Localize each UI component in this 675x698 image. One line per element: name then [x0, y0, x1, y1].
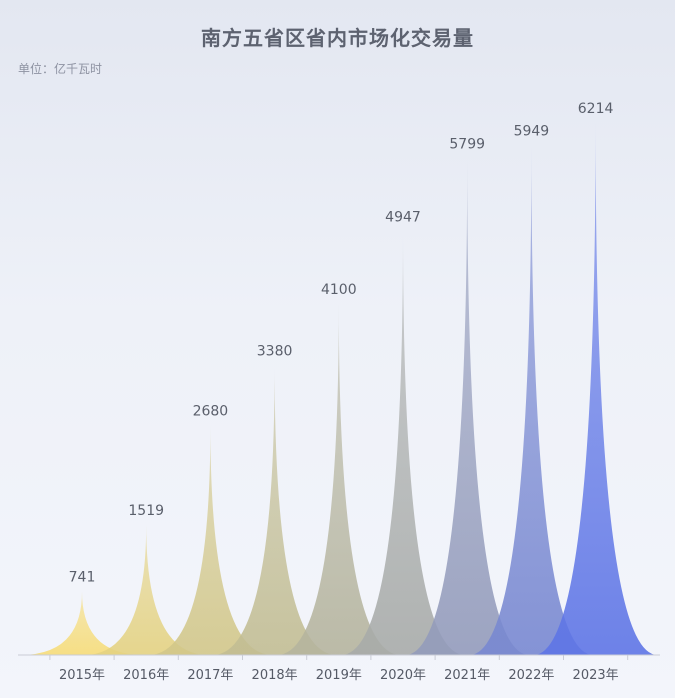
data-label: 5949 — [514, 124, 550, 140]
spike-bar-2018年 — [212, 365, 337, 655]
spike-bar-2017年 — [148, 425, 273, 655]
data-label: 1519 — [128, 503, 164, 519]
spike-bar-2021年 — [405, 158, 530, 655]
data-label: 3380 — [257, 344, 293, 360]
x-tick-label: 2023年 — [573, 668, 619, 683]
x-tick-label: 2015年 — [59, 668, 105, 683]
data-label: 4947 — [385, 209, 421, 225]
data-label: 741 — [69, 570, 96, 586]
unit-label: 单位：亿千瓦时 — [18, 62, 103, 76]
data-label: 5799 — [449, 137, 485, 153]
spike-bar-2022年 — [469, 145, 594, 655]
spike-bar-2015年 — [20, 591, 144, 655]
chart-title: 南方五省区省内市场化交易量 — [201, 26, 474, 50]
x-tick-label: 2019年 — [316, 668, 362, 683]
data-label: 6214 — [578, 101, 614, 117]
x-tick-label: 2016年 — [123, 668, 169, 683]
spike-bar-2019年 — [276, 303, 401, 655]
data-label: 2680 — [193, 404, 229, 420]
data-label: 4100 — [321, 282, 357, 298]
x-tick-label: 2018年 — [252, 668, 298, 683]
x-tick-label: 2021年 — [444, 668, 490, 683]
spike-bar-2020年 — [341, 231, 465, 655]
x-tick-label: 2020年 — [380, 668, 426, 683]
x-tick-label: 2022年 — [508, 668, 554, 683]
spike-bar-2023年 — [533, 123, 658, 655]
spike-bar-2016年 — [84, 524, 209, 655]
x-tick-label: 2017年 — [187, 668, 233, 683]
